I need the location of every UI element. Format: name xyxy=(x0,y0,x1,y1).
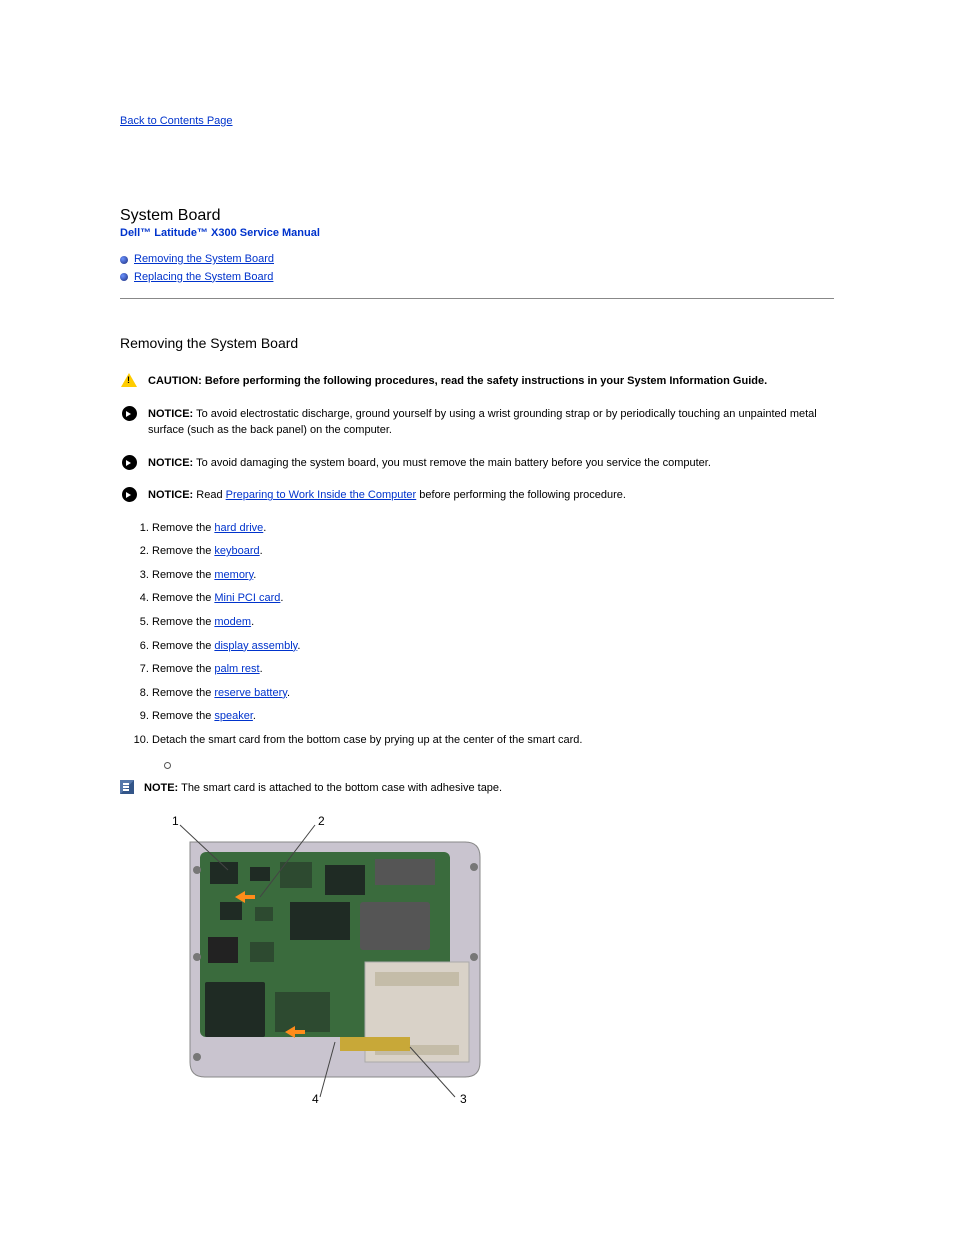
fig-label-4: 4 xyxy=(312,1092,319,1106)
notice-text: To avoid damaging the system board, you … xyxy=(196,457,711,469)
caution-alert: CAUTION: Before performing the following… xyxy=(120,373,834,390)
toc-list: Removing the System Board Replacing the … xyxy=(120,251,834,286)
step-link[interactable]: display assembly xyxy=(214,640,297,652)
notice-link[interactable]: Preparing to Work Inside the Computer xyxy=(226,489,417,501)
step-post: . xyxy=(263,522,266,534)
step-link[interactable]: speaker xyxy=(214,710,253,722)
step-link[interactable]: reserve battery xyxy=(214,687,287,699)
step-post: . xyxy=(260,545,263,557)
step-pre: Remove the xyxy=(152,640,214,652)
step-post: . xyxy=(260,663,263,675)
notice-text-post: before performing the following procedur… xyxy=(416,489,626,501)
step-pre: Remove the xyxy=(152,545,214,557)
notice-text-pre: Read xyxy=(196,489,225,501)
step-pre: Remove the xyxy=(152,569,214,581)
note-row: NOTE: The smart card is attached to the … xyxy=(120,780,834,797)
notice-label: NOTICE: xyxy=(148,457,193,469)
step-link[interactable]: modem xyxy=(214,616,251,628)
fig-label-2: 2 xyxy=(318,814,325,828)
back-to-contents-link[interactable]: Back to Contents Page xyxy=(120,115,834,127)
divider xyxy=(120,298,834,299)
note-icon xyxy=(120,780,134,794)
step-pre: Remove the xyxy=(152,687,214,699)
step-pre: Remove the xyxy=(152,710,214,722)
step-post: . xyxy=(280,592,283,604)
caution-label: CAUTION: xyxy=(148,375,202,387)
step-post: . xyxy=(253,710,256,722)
notice-label: NOTICE: xyxy=(148,489,193,501)
step-link[interactable]: hard drive xyxy=(214,522,263,534)
step-post: . xyxy=(297,640,300,652)
notice-alert: NOTICE: Read Preparing to Work Inside th… xyxy=(120,487,834,504)
sub-heading: Removing the System Board xyxy=(120,335,834,351)
fig-label-3: 3 xyxy=(460,1092,467,1106)
step-link[interactable]: palm rest xyxy=(214,663,259,675)
caution-icon xyxy=(121,373,137,387)
step-pre: Remove the xyxy=(152,616,214,628)
notice-label: NOTICE: xyxy=(148,408,193,420)
notice-text: To avoid electrostatic discharge, ground… xyxy=(148,408,817,437)
step-link[interactable]: memory xyxy=(214,569,253,581)
system-board-figure: 1 2 3 4 xyxy=(160,807,500,1107)
fig-label-1: 1 xyxy=(172,814,179,828)
notice-alert: NOTICE: To avoid electrostatic discharge… xyxy=(120,406,834,439)
bullet-icon xyxy=(120,256,128,264)
notice-icon xyxy=(122,406,137,421)
step-link[interactable]: keyboard xyxy=(214,545,259,557)
step-post: . xyxy=(287,687,290,699)
step-link[interactable]: Mini PCI card xyxy=(214,592,280,604)
manual-reference: Dell™ Latitude™ X300 Service Manual xyxy=(120,227,834,239)
notice-alert: NOTICE: To avoid damaging the system boa… xyxy=(120,455,834,472)
bullet-icon xyxy=(120,273,128,281)
notice-icon xyxy=(122,455,137,470)
step-pre: Remove the xyxy=(152,592,214,604)
step-text: Detach the smart card from the bottom ca… xyxy=(152,734,582,746)
note-label: NOTE: xyxy=(144,782,178,794)
page-title: System Board xyxy=(120,207,834,225)
toc-link-remove[interactable]: Removing the System Board xyxy=(134,251,274,269)
caution-text: Before performing the following procedur… xyxy=(205,375,767,387)
step-pre: Remove the xyxy=(152,663,214,675)
steps-list: Remove the hard drive. Remove the keyboa… xyxy=(120,520,834,750)
note-text: The smart card is attached to the bottom… xyxy=(181,782,502,794)
notice-icon xyxy=(122,487,137,502)
step-post: . xyxy=(253,569,256,581)
step-post: . xyxy=(251,616,254,628)
toc-link-replace[interactable]: Replacing the System Board xyxy=(134,269,273,287)
step-pre: Remove the xyxy=(152,522,214,534)
